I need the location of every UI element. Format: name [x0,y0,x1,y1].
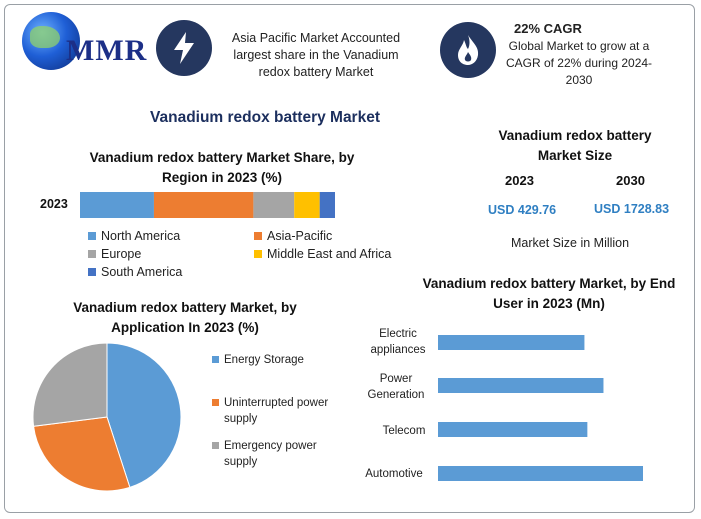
infographic-frame [4,4,695,513]
legend-item-mea: Middle East and Africa [254,247,391,261]
pie-legend-emergency: Emergency power supply [212,438,349,470]
apac-share-text: Asia Pacific Market Accounted largest sh… [231,31,401,79]
end-user-label-electric: Electric appliances [370,328,426,356]
lightning-icon [156,20,212,76]
legend-label: Europe [101,247,142,261]
region-bar-segment-0 [80,192,154,218]
end-user-label-power: Power Generation [367,373,425,401]
end-user-chart-title: Vanadium redox battery Market, by End Us… [422,276,676,311]
page-title: Vanadium redox battery Market [150,109,380,126]
end-user-bar-2 [438,422,588,437]
legend-swatch [254,232,262,240]
region-bar-segment-2 [253,192,295,218]
region-bar-segment-1 [153,192,254,218]
legend-label: Uninterrupted power supply [224,397,329,425]
end-user-bar-1 [438,378,604,393]
legend-swatch [88,232,96,240]
pie-legend-energy-storage: Energy Storage [212,352,349,368]
end-user-label-automotive: Automotive [365,468,423,480]
legend-label: South America [101,265,183,279]
legend-label: North America [101,229,181,243]
legend-item-asia-pacific: Asia-Pacific [254,229,332,243]
legend-swatch [88,268,96,276]
flame-icon [440,22,496,78]
legend-swatch [254,250,262,258]
region-bar-segment-3 [294,192,320,218]
globe-icon [22,12,80,70]
legend-swatch [212,399,219,406]
region-chart-title: Vanadium redox battery Market Share, by … [89,150,355,185]
legend-item-europe: Europe [88,247,141,261]
pie-slice-1 [33,416,131,492]
legend-label: Asia-Pacific [267,229,333,243]
legend-item-south-america: South America [88,265,182,279]
market-size-year-2023: 2023 [505,173,534,188]
end-user-label-telecom: Telecom [382,425,426,437]
legend-label: Energy Storage [224,354,304,366]
legend-label: Middle East and Africa [267,247,392,261]
region-bar-segment-4 [319,192,335,218]
market-size-title: Vanadium redox battery Market Size [498,128,652,163]
legend-label: Emergency power supply [224,440,317,468]
header-band: MMR Asia Pacific Market Accounted larges… [0,0,701,98]
pie-slice-0 [106,342,182,489]
pie-slice-2 [32,342,108,427]
mmr-logo: MMR [22,10,147,80]
legend-item-north-america: North America [88,229,180,243]
market-size-value-2030: USD 1728.83 [594,202,670,216]
legend-swatch [212,356,219,363]
market-size-note: Market Size in Million [511,236,630,250]
legend-swatch [88,250,96,258]
cagr-title: 22% CAGR [514,21,582,36]
legend-swatch [212,442,219,449]
pie-legend-ups: Uninterrupted power supply [212,395,349,427]
logo-text: MMR [66,34,148,67]
end-user-bar-0 [438,335,585,350]
application-chart-title: Vanadium redox battery Market, by Applic… [73,300,297,335]
market-size-year-2030: 2030 [616,173,645,188]
market-size-value-2023: USD 429.76 [488,203,557,217]
region-category-label: 2023 [40,197,68,211]
cagr-text: Global Market to grow at a CAGR of 22% d… [505,39,653,87]
end-user-bar-3 [438,466,643,481]
